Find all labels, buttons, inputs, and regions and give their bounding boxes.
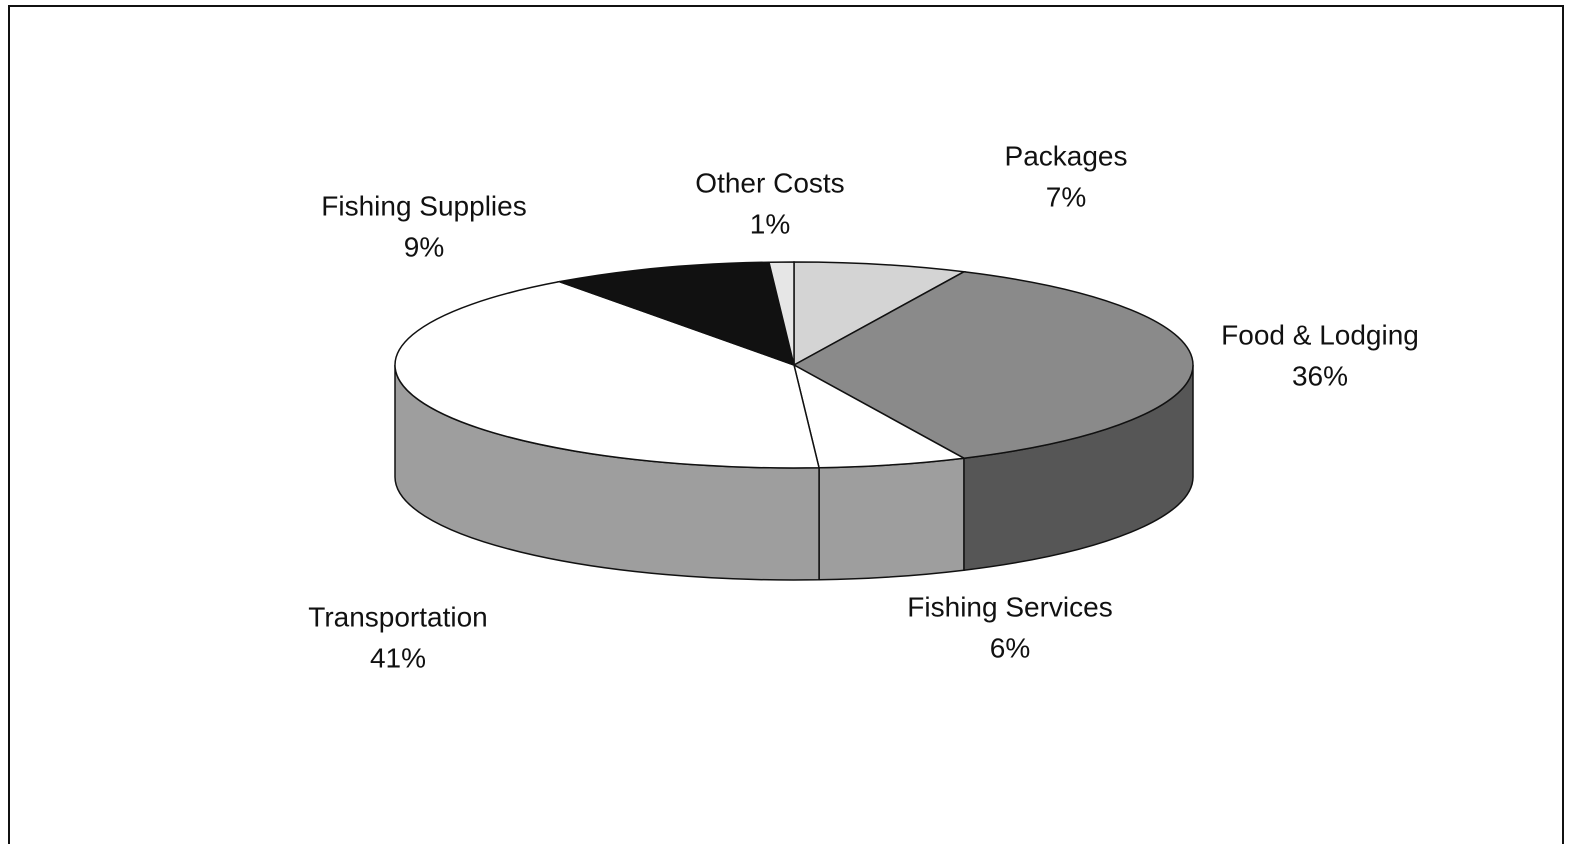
slice-label: Other Costs <box>695 167 844 198</box>
slice-label: Food & Lodging <box>1221 319 1419 350</box>
slice-label: Transportation <box>308 601 488 632</box>
pie-slice <box>556 261 796 367</box>
pie-slice <box>792 271 1194 459</box>
slice-label: Packages <box>1005 140 1128 171</box>
slice-value-label: 1% <box>750 208 790 239</box>
slice-label: Fishing Services <box>907 591 1112 622</box>
pie-slice <box>792 363 967 469</box>
slice-value-label: 9% <box>404 231 444 262</box>
slice-value-label: 6% <box>990 632 1030 663</box>
slice-value-label: 36% <box>1292 360 1348 391</box>
slice-label: Fishing Supplies <box>321 190 526 221</box>
frame <box>8 5 1564 844</box>
pie-slice <box>394 280 821 469</box>
slice-value-label: 7% <box>1046 181 1086 212</box>
pie-slice <box>793 261 967 367</box>
pie-slice-side <box>818 457 965 581</box>
slice-value-label: 41% <box>370 642 426 673</box>
pie-slice <box>767 261 795 366</box>
